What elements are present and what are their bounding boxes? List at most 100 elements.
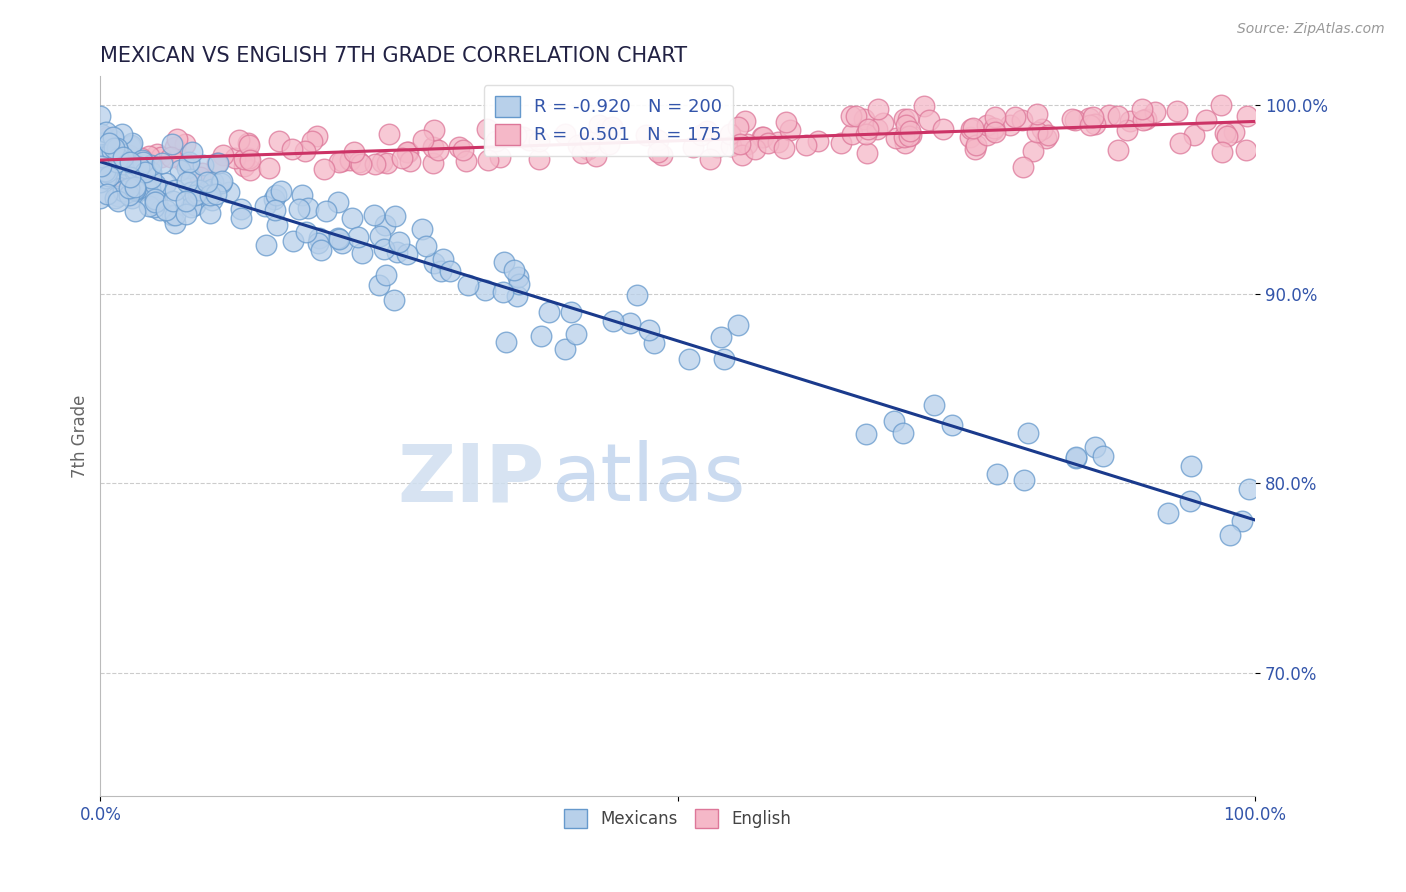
Point <box>852 112 875 126</box>
Point <box>395 145 418 159</box>
Point <box>983 122 1005 136</box>
Point <box>98 145 121 159</box>
Point <box>96 165 118 179</box>
Point <box>160 208 183 222</box>
Point <box>506 270 529 285</box>
Legend: Mexicans, English: Mexicans, English <box>557 802 799 835</box>
Point <box>1092 449 1115 463</box>
Point <box>432 252 454 266</box>
Point <box>101 129 124 144</box>
Point <box>411 221 433 235</box>
Point <box>368 277 391 292</box>
Point <box>773 141 796 155</box>
Point <box>965 137 987 152</box>
Point <box>689 128 711 142</box>
Point <box>866 121 889 136</box>
Point <box>128 161 150 175</box>
Point <box>1237 482 1260 496</box>
Point <box>385 245 408 260</box>
Point <box>174 207 197 221</box>
Point <box>710 330 733 344</box>
Point <box>166 131 188 145</box>
Point <box>266 218 288 232</box>
Point <box>232 159 254 173</box>
Point <box>340 211 363 225</box>
Point <box>94 170 117 185</box>
Point <box>893 130 915 145</box>
Point <box>564 327 586 342</box>
Point <box>751 130 773 145</box>
Point <box>396 145 419 160</box>
Point <box>1156 506 1178 520</box>
Point <box>89 175 111 189</box>
Point <box>423 256 446 270</box>
Point <box>281 234 304 248</box>
Point <box>619 317 641 331</box>
Point <box>90 145 112 159</box>
Point <box>165 139 187 153</box>
Point <box>422 140 444 154</box>
Point <box>238 151 260 165</box>
Point <box>350 156 373 170</box>
Point <box>576 142 599 156</box>
Point <box>118 181 141 195</box>
Point <box>1180 459 1202 474</box>
Point <box>794 137 817 152</box>
Point <box>807 134 830 148</box>
Point <box>172 153 194 168</box>
Point <box>1060 112 1083 126</box>
Point <box>198 205 221 219</box>
Point <box>187 183 209 197</box>
Point <box>105 155 128 169</box>
Point <box>160 136 183 151</box>
Point <box>176 161 198 176</box>
Point <box>451 143 474 157</box>
Point <box>1012 474 1035 488</box>
Point <box>311 243 333 257</box>
Point <box>602 314 624 328</box>
Point <box>375 155 398 169</box>
Point <box>124 182 146 196</box>
Point <box>201 193 224 207</box>
Point <box>339 153 361 168</box>
Point <box>107 194 129 208</box>
Point <box>347 229 370 244</box>
Point <box>89 191 111 205</box>
Point <box>986 467 1008 481</box>
Point <box>307 236 329 251</box>
Point <box>1064 450 1087 465</box>
Point <box>264 188 287 202</box>
Point <box>600 120 623 134</box>
Point <box>238 138 260 153</box>
Point <box>124 204 146 219</box>
Point <box>224 151 246 165</box>
Point <box>238 136 260 150</box>
Point <box>104 161 127 176</box>
Point <box>195 185 218 199</box>
Point <box>1077 112 1099 126</box>
Point <box>180 185 202 199</box>
Point <box>212 147 235 161</box>
Point <box>775 115 797 129</box>
Point <box>374 218 396 232</box>
Point <box>598 137 620 152</box>
Point <box>124 161 146 176</box>
Point <box>1119 113 1142 128</box>
Point <box>328 154 350 169</box>
Point <box>368 228 391 243</box>
Point <box>270 184 292 198</box>
Point <box>912 99 935 113</box>
Point <box>97 144 120 158</box>
Point <box>900 128 922 143</box>
Point <box>779 123 801 137</box>
Point <box>422 156 444 170</box>
Point <box>398 153 420 168</box>
Point <box>145 194 167 208</box>
Point <box>136 181 159 195</box>
Point <box>105 147 128 161</box>
Point <box>254 199 277 213</box>
Point <box>1219 528 1241 542</box>
Point <box>96 130 118 145</box>
Point <box>636 128 658 142</box>
Point <box>117 154 139 169</box>
